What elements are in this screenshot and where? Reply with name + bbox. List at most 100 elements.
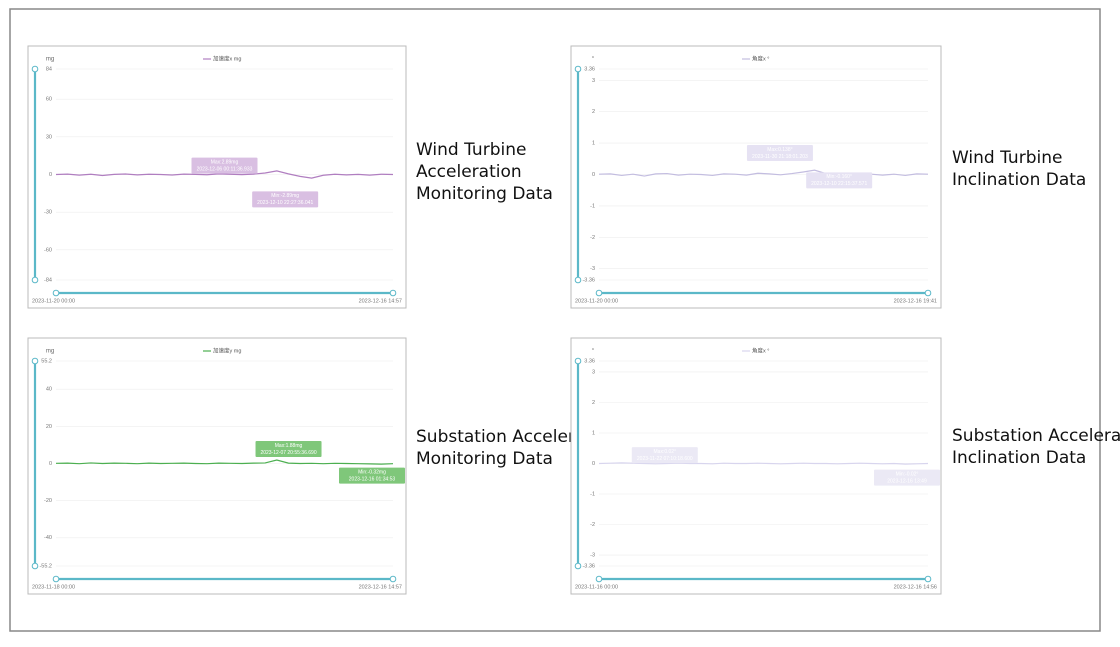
- y-tick-label: 1: [592, 430, 595, 436]
- annotation-text: Max:1.88mg: [275, 443, 303, 449]
- y-tick-label: -84: [44, 277, 52, 283]
- slider-handle[interactable]: [924, 289, 932, 297]
- chart-panel: [570, 337, 942, 595]
- y-tick-label: -55.2: [39, 563, 52, 569]
- slider-handle[interactable]: [389, 575, 397, 583]
- y-tick-label: -30: [44, 210, 52, 216]
- legend-label: 角度x °: [752, 346, 769, 354]
- annotation-text: 2023-12-16 01:34:53: [349, 476, 396, 482]
- y-axis-label: °: [592, 349, 595, 355]
- annotation-box: [806, 172, 873, 189]
- y-tick-label: 0: [592, 172, 595, 178]
- y-tick-label: 0: [49, 172, 52, 178]
- y-tick-label: -3: [590, 552, 595, 558]
- slider-handle[interactable]: [574, 357, 582, 365]
- annotation-box: [874, 469, 940, 486]
- y-tick-label: 0: [592, 461, 595, 467]
- y-tick-label: 3: [592, 369, 595, 375]
- annotation-text: 2023-12-10 22:27:36.041: [257, 200, 313, 206]
- x-end-label: 2023-12-16 14:57: [359, 298, 402, 304]
- annotation-text: 2023-12-06 00:11:36.933: [197, 166, 253, 172]
- slider-handle[interactable]: [31, 65, 39, 73]
- slider-handle[interactable]: [31, 276, 39, 284]
- y-tick-label: -2: [590, 235, 595, 241]
- annotation-text: 2023-11-30 21:18:01.203: [752, 154, 808, 160]
- annotation-text: 2023-12-07 20:55:36.690: [260, 450, 316, 456]
- chart-panel: [570, 45, 942, 309]
- slider-handle[interactable]: [52, 289, 60, 297]
- slider-handle[interactable]: [574, 562, 582, 570]
- y-tick-label: -2: [590, 522, 595, 528]
- y-tick-label: -1: [590, 203, 595, 209]
- y-tick-label: -3: [590, 266, 595, 272]
- annotation-box: [631, 447, 698, 464]
- x-end-label: 2023-12-16 14:56: [894, 584, 937, 590]
- y-axis-label: mg: [46, 349, 54, 355]
- data-line: [55, 170, 394, 179]
- chart-caption: Substation Acceleration Monitoring Data: [416, 427, 618, 469]
- chart-panel: [27, 337, 407, 595]
- legend-label: 加速度x mg: [213, 54, 241, 62]
- x-start-label: 2023-11-16 00:00: [575, 584, 618, 590]
- slider-handle[interactable]: [31, 357, 39, 365]
- y-tick-label: 2: [592, 109, 595, 115]
- y-tick-label: 84: [46, 66, 52, 72]
- annotation-text: 2023-12-16 13:49: [887, 478, 927, 484]
- annotation-text: Min:-0.32mg: [358, 469, 386, 475]
- y-tick-label: -20: [44, 498, 52, 504]
- data-line: [55, 459, 394, 465]
- x-start-label: 2023-11-18 00:00: [32, 584, 75, 590]
- y-tick-label: -60: [44, 247, 52, 253]
- slider-handle[interactable]: [574, 65, 582, 73]
- chart-caption: Wind Turbine Inclination Data: [952, 148, 1086, 190]
- y-tick-label: 30: [46, 134, 52, 140]
- x-start-label: 2023-11-20 00:00: [32, 298, 75, 304]
- annotation-text: Min:-2.89mg: [271, 193, 299, 199]
- chart-caption: Wind Turbine Acceleration Monitoring Data: [416, 140, 553, 204]
- legend-label: 角度x °: [752, 54, 769, 62]
- annotation-text: Min:-0.02°: [896, 471, 919, 477]
- slider-handle[interactable]: [574, 276, 582, 284]
- annotation-text: 2023-12-10 22:15:37.571: [811, 181, 867, 187]
- y-axis-label: °: [592, 57, 595, 63]
- annotation-text: Min:-0.160°: [826, 174, 852, 180]
- annotation-box: [252, 191, 319, 208]
- y-tick-label: 3.36: [584, 66, 595, 72]
- y-tick-label: -3.36: [582, 277, 595, 283]
- slider-handle[interactable]: [52, 575, 60, 583]
- annotation-text: 2023-11-22 07:10:18.600: [637, 456, 693, 462]
- chart-panel: [27, 45, 407, 309]
- y-tick-label: 3: [592, 78, 595, 84]
- y-tick-label: -3.36: [582, 563, 595, 569]
- slider-handle[interactable]: [595, 575, 603, 583]
- y-tick-label: -40: [44, 535, 52, 541]
- legend-label: 加速度y mg: [213, 346, 241, 354]
- annotation-box: [746, 144, 813, 161]
- y-tick-label: 60: [46, 97, 52, 103]
- data-line: [598, 169, 929, 181]
- chart-caption: Substation AccelerationInclination Data: [952, 426, 1120, 468]
- y-tick-label: 40: [46, 387, 52, 393]
- slider-handle[interactable]: [389, 289, 397, 297]
- x-end-label: 2023-12-16 19:41: [894, 298, 937, 304]
- y-tick-label: 2: [592, 400, 595, 406]
- slider-handle[interactable]: [31, 562, 39, 570]
- annotation-text: Max:2.89mg: [211, 159, 239, 165]
- annotation-box: [255, 440, 322, 457]
- x-end-label: 2023-12-16 14:57: [359, 584, 402, 590]
- annotation-text: Max:0.02°: [654, 449, 677, 455]
- y-tick-label: -1: [590, 491, 595, 497]
- y-tick-label: 0: [49, 461, 52, 467]
- slider-handle[interactable]: [924, 575, 932, 583]
- data-line: [598, 462, 929, 465]
- annotation-box: [191, 157, 258, 174]
- slider-handle[interactable]: [595, 289, 603, 297]
- y-tick-label: 55.2: [41, 358, 52, 364]
- annotation-box: [339, 467, 405, 484]
- annotation-text: Max:0.138°: [767, 147, 792, 153]
- y-axis-label: mg: [46, 57, 54, 63]
